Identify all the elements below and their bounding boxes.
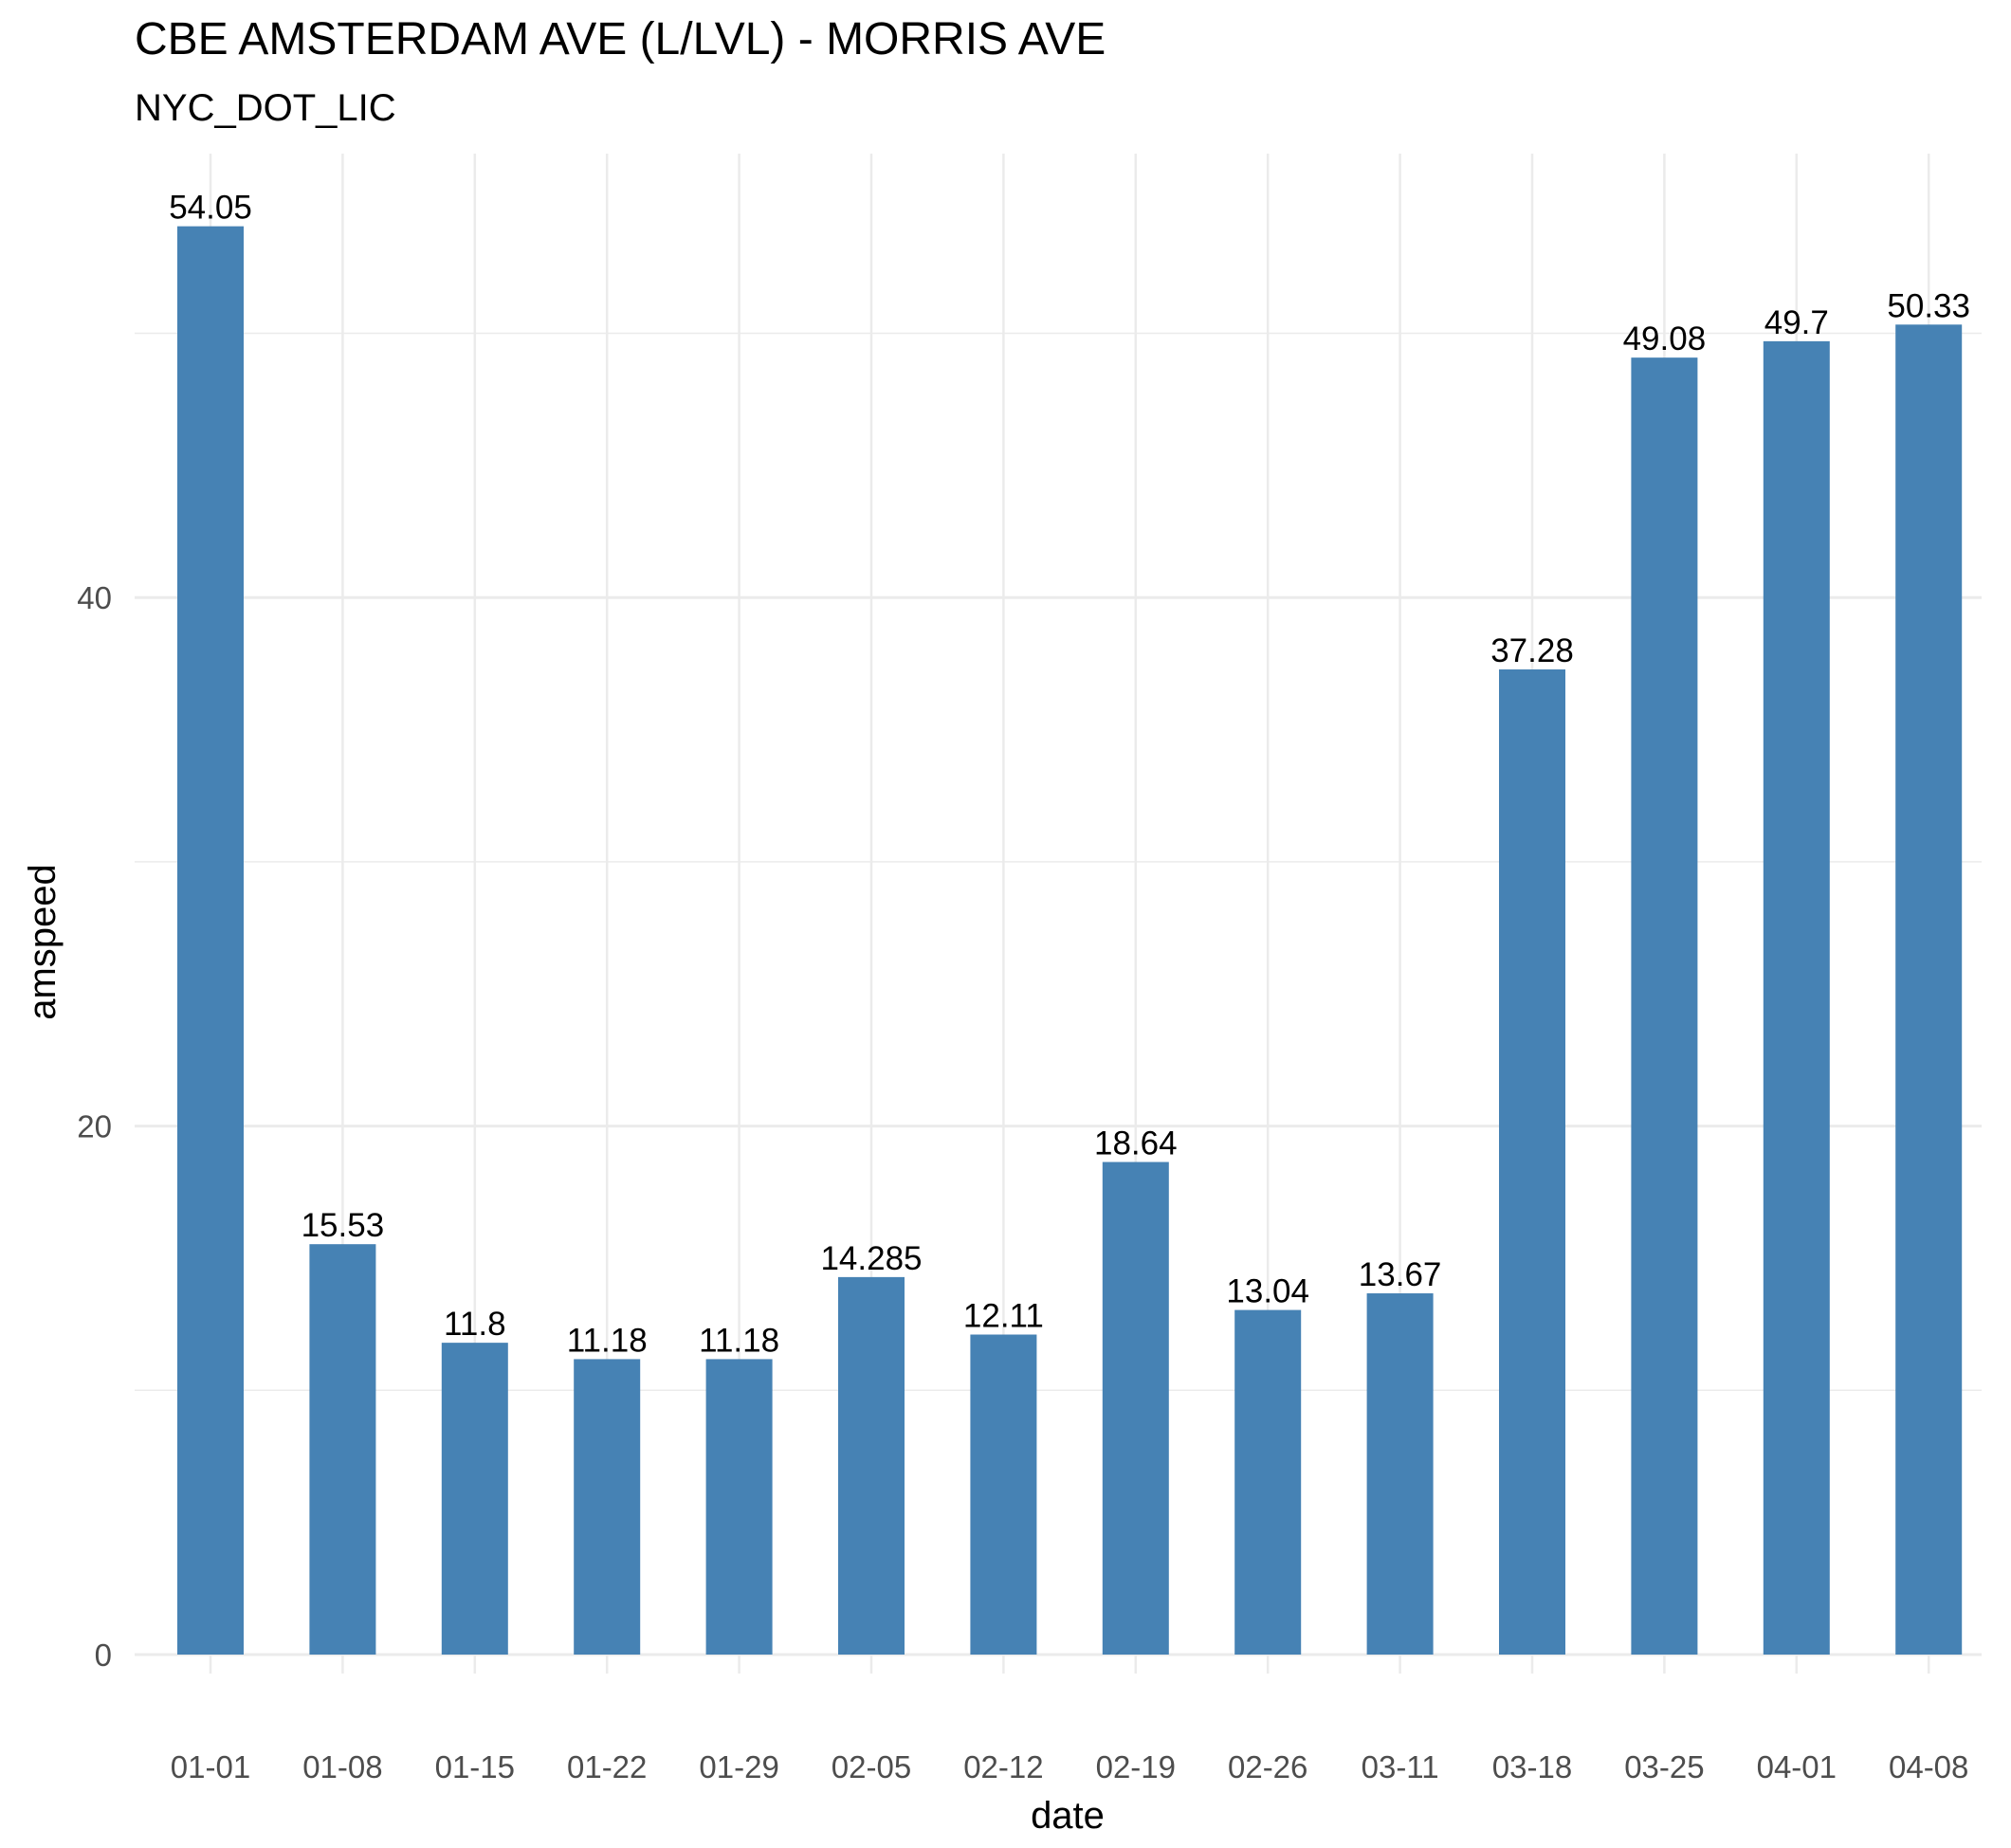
data-label: 13.04 xyxy=(1226,1273,1309,1310)
bar-02-26 xyxy=(1234,1309,1302,1655)
x-axis-label: date xyxy=(1031,1795,1105,1837)
x-tick-label: 03-18 xyxy=(1492,1749,1572,1784)
x-axis-ticks: 01-01 01-08 01-15 01-22 01-29 02-05 02-12 02-19… xyxy=(171,1749,1969,1784)
data-label: 13.67 xyxy=(1359,1256,1442,1293)
bar-04-01 xyxy=(1763,340,1830,1655)
bar-01-22 xyxy=(574,1359,641,1655)
x-tick-label: 04-01 xyxy=(1757,1749,1837,1784)
data-label: 37.28 xyxy=(1490,632,1574,669)
x-tick-label: 01-22 xyxy=(567,1749,647,1784)
data-label: 54.05 xyxy=(169,190,252,227)
bar-03-11 xyxy=(1366,1293,1434,1655)
grid-lines xyxy=(135,154,1982,1674)
data-label: 15.53 xyxy=(302,1207,385,1244)
x-tick-label: 04-08 xyxy=(1889,1749,1968,1784)
y-axis-label: amspeed xyxy=(22,864,64,1020)
bar-02-12 xyxy=(970,1334,1037,1655)
bar-03-18 xyxy=(1499,669,1565,1656)
data-label: 49.7 xyxy=(1764,304,1829,341)
y-axis-ticks: 0 20 40 xyxy=(77,580,112,1673)
y-tick-label: 40 xyxy=(77,580,112,615)
y-tick-label: 0 xyxy=(95,1638,112,1673)
data-label: 14.285 xyxy=(820,1240,922,1277)
chart-title: CBE AMSTERDAM AVE (L/LVL) - MORRIS AVE xyxy=(135,14,1106,64)
data-label: 50.33 xyxy=(1887,287,1970,324)
data-label: 49.08 xyxy=(1623,320,1707,357)
x-tick-label: 03-25 xyxy=(1624,1749,1704,1784)
data-label: 11.8 xyxy=(444,1306,506,1343)
x-tick-label: 01-01 xyxy=(171,1749,250,1784)
chart-subtitle: NYC_DOT_LIC xyxy=(135,87,396,129)
bars xyxy=(177,226,1963,1656)
x-tick-label: 02-05 xyxy=(832,1749,911,1784)
bar-03-25 xyxy=(1631,357,1698,1655)
x-tick-label: 02-12 xyxy=(963,1749,1043,1784)
x-tick-label: 01-29 xyxy=(699,1749,778,1784)
bar-04-08 xyxy=(1895,324,1963,1655)
y-tick-label: 20 xyxy=(77,1109,112,1144)
bar-01-29 xyxy=(705,1359,773,1655)
x-tick-label: 02-26 xyxy=(1228,1749,1307,1784)
bar-01-15 xyxy=(441,1343,508,1655)
x-tick-label: 03-11 xyxy=(1362,1749,1439,1784)
x-tick-label: 02-19 xyxy=(1096,1749,1176,1784)
x-tick-label: 01-15 xyxy=(435,1749,515,1784)
data-label: 18.64 xyxy=(1094,1125,1178,1162)
x-tick-label: 01-08 xyxy=(302,1749,382,1784)
data-label: 11.18 xyxy=(699,1322,779,1359)
bar-02-05 xyxy=(838,1276,905,1655)
bar-01-08 xyxy=(309,1244,376,1655)
data-label: 11.18 xyxy=(567,1322,648,1359)
data-labels: 54.05 15.53 11.8 11.18 11.18 14.285 12.11 18.64… xyxy=(169,190,1970,1360)
bar-02-19 xyxy=(1102,1162,1169,1655)
bar-01-01 xyxy=(177,226,244,1655)
data-label: 12.11 xyxy=(963,1297,1044,1334)
